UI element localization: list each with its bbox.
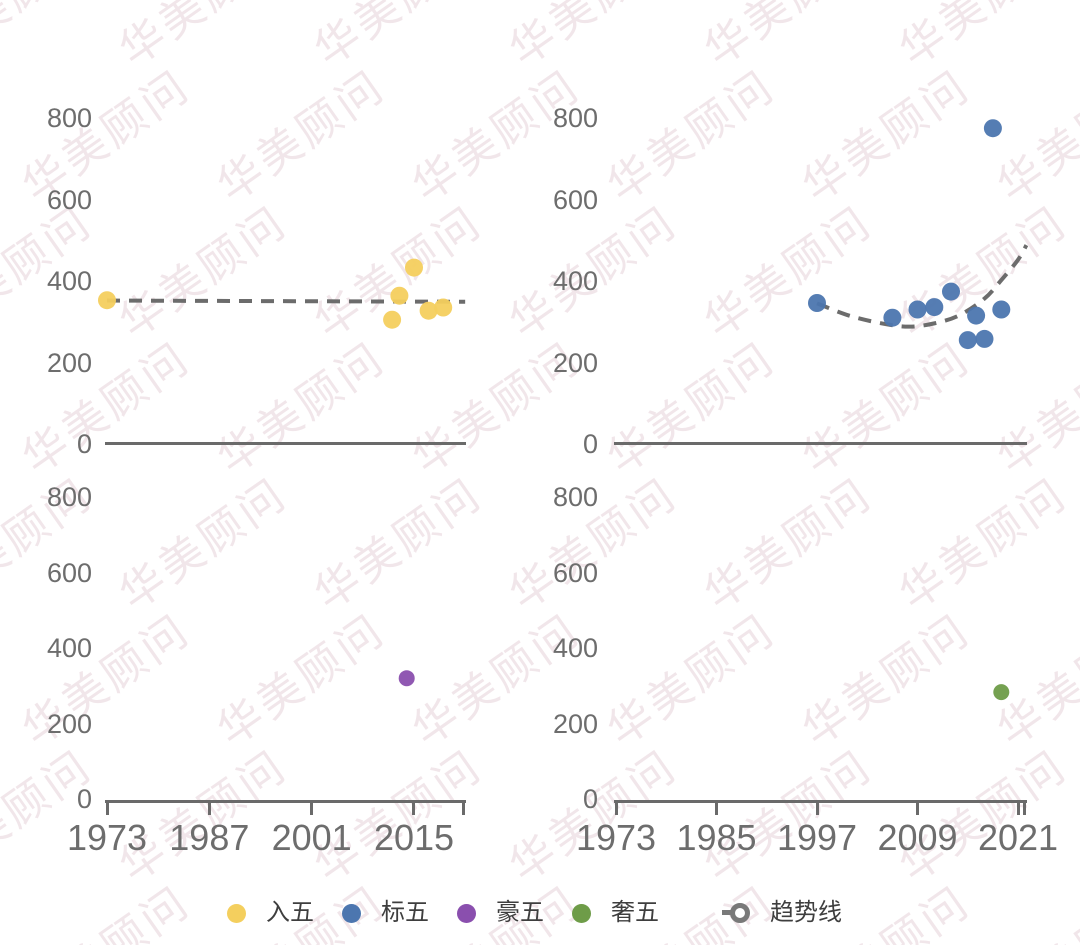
scatter-dot-标五 bbox=[967, 306, 986, 325]
y-tick-label: 800 bbox=[552, 482, 598, 512]
y-tick-label: 600 bbox=[46, 184, 92, 215]
legend-label: 趋势线 bbox=[770, 899, 842, 926]
x-tick-label: 1987 bbox=[169, 817, 250, 858]
y-tick-label: 600 bbox=[552, 557, 598, 588]
scatter-dot-入五 bbox=[419, 301, 438, 320]
legend-item-ruwu: 入五 bbox=[227, 901, 314, 925]
y-tick-label: 800 bbox=[46, 103, 92, 133]
legend-dot-icon bbox=[572, 903, 591, 923]
x-axis-line bbox=[614, 442, 1027, 445]
scatter-dot-标五 bbox=[942, 282, 960, 301]
axis-tick bbox=[916, 803, 919, 815]
legend-label: 奢五 bbox=[611, 899, 659, 926]
axis-tick bbox=[310, 803, 314, 815]
y-tick-label: 200 bbox=[552, 347, 598, 378]
axis-tick bbox=[1016, 803, 1020, 815]
scatter-dot-入五 bbox=[98, 291, 116, 310]
scatter-dot-标五 bbox=[808, 294, 826, 312]
y-tick-label: 800 bbox=[552, 103, 598, 133]
legend-item-trendline: 趋势线 bbox=[722, 899, 842, 926]
scatter-dot-入五 bbox=[405, 258, 423, 277]
scatter-dot-标五 bbox=[992, 300, 1011, 319]
y-tick-label: 0 bbox=[76, 429, 92, 459]
axis-tick bbox=[105, 803, 109, 815]
y-tick-label: 400 bbox=[552, 266, 598, 296]
x-tick-label: 2015 bbox=[373, 817, 455, 858]
y-tick-label: 400 bbox=[552, 633, 598, 663]
y-tick-label: 400 bbox=[46, 633, 92, 663]
x-tick-label: 1985 bbox=[676, 817, 757, 858]
axis-tick bbox=[412, 803, 416, 815]
legend-dot-icon bbox=[457, 903, 476, 923]
axis-tick bbox=[1022, 803, 1026, 815]
y-tick-label: 200 bbox=[46, 708, 92, 739]
x-axis-line bbox=[614, 800, 1027, 803]
x-axis-line bbox=[105, 442, 466, 445]
x-tick-label: 2021 bbox=[977, 817, 1059, 858]
trendline-ring-icon bbox=[722, 903, 750, 923]
scatter-dot-入五 bbox=[434, 298, 453, 317]
axis-tick bbox=[614, 803, 618, 815]
legend-dot-icon bbox=[342, 903, 361, 923]
x-tick-label: 1997 bbox=[776, 817, 858, 858]
y-tick-label: 0 bbox=[582, 784, 598, 814]
scatter-dot-入五 bbox=[390, 286, 409, 305]
y-tick-label: 800 bbox=[46, 482, 92, 512]
y-tick-label: 200 bbox=[46, 347, 92, 378]
legend-item-shewu: 奢五 bbox=[572, 901, 659, 925]
legend-dot-icon bbox=[227, 903, 246, 923]
legend-label: 入五 bbox=[266, 899, 314, 926]
scatter-dot-标五 bbox=[925, 298, 944, 317]
axis-tick bbox=[815, 803, 819, 815]
axis-tick bbox=[461, 803, 465, 815]
scatter-dot-标五 bbox=[983, 119, 1002, 138]
x-tick-label: 2001 bbox=[271, 817, 352, 858]
x-tick-label: 1973 bbox=[66, 817, 148, 858]
y-tick-label: 0 bbox=[582, 429, 598, 459]
y-tick-label: 0 bbox=[76, 784, 92, 814]
legend-item-haowu: 豪五 bbox=[457, 901, 544, 925]
scatter-dot-标五 bbox=[883, 308, 902, 327]
scatter-dot-奢五 bbox=[993, 684, 1010, 701]
legend-item-biaowu: 标五 bbox=[342, 901, 429, 925]
scatter-dot-入五 bbox=[383, 310, 402, 329]
scatter-dot-豪五 bbox=[398, 670, 415, 687]
scatter-dot-标五 bbox=[958, 331, 977, 350]
legend-label: 豪五 bbox=[496, 899, 544, 926]
scatter-dot-标五 bbox=[908, 300, 927, 319]
y-tick-label: 600 bbox=[552, 184, 598, 215]
trend-line-标五 bbox=[816, 244, 1029, 329]
x-tick-label: 2009 bbox=[877, 817, 958, 858]
scatter-dot-标五 bbox=[975, 329, 994, 348]
trend-line-入五 bbox=[106, 298, 466, 304]
axis-tick bbox=[207, 803, 211, 815]
x-axis-line bbox=[105, 800, 466, 803]
y-tick-label: 200 bbox=[552, 708, 598, 739]
legend-label: 标五 bbox=[381, 899, 429, 926]
x-tick-label: 1973 bbox=[575, 817, 657, 858]
y-tick-label: 600 bbox=[46, 557, 92, 588]
y-tick-label: 400 bbox=[46, 266, 92, 296]
axis-tick bbox=[715, 803, 718, 815]
